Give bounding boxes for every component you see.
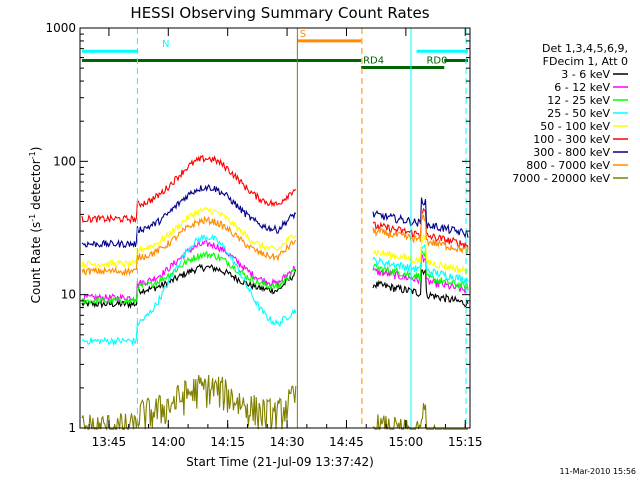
footer-timestamp: 11-Mar-2010 15:56	[560, 467, 637, 476]
x-tick-label-2: 14:15	[210, 435, 245, 449]
x-tick-label-5: 15:00	[389, 435, 424, 449]
y-tick-label-3: 1000	[45, 21, 76, 35]
y-axis-label-mid: detector	[29, 159, 43, 214]
series-8	[81, 374, 468, 431]
legend-label-6: 300 - 800 keV	[533, 146, 610, 159]
legend-label-4: 50 - 100 keV	[540, 120, 610, 133]
series-3-segment-pre	[81, 233, 297, 347]
y-axis-label-sup-2: -1	[28, 151, 37, 159]
chart-title: HESSI Observing Summary Count Rates	[130, 4, 429, 22]
y-tick-label-1: 10	[61, 288, 76, 302]
legend-label-7: 800 - 7000 keV	[526, 159, 610, 172]
y-axis-label: Count Rate (s-1 detector-1)	[28, 147, 43, 304]
series-3-segment-post	[372, 244, 469, 285]
series-2	[81, 249, 469, 306]
flag-bar-label-4: RD4	[363, 56, 384, 67]
series-4-segment-post	[372, 234, 469, 276]
series-0-segment-post	[372, 269, 469, 308]
series-8-segment-post	[372, 403, 468, 431]
series-4-segment-pre	[81, 206, 297, 269]
legend-title-0: Det 1,3,4,5,6,9,	[542, 42, 628, 55]
flag-bar-label-0: N	[162, 39, 169, 50]
series-7-segment-post	[372, 212, 469, 254]
legend-label-2: 12 - 25 keV	[547, 94, 610, 107]
series-5-segment-pre	[81, 154, 297, 225]
legend-label-1: 6 - 12 keV	[554, 81, 610, 94]
series-4	[81, 206, 469, 276]
y-axis-label-sup-1: -1	[28, 214, 37, 222]
event-lines-layer	[136, 28, 467, 428]
series-7	[81, 212, 469, 277]
x-tick-label-0: 13:45	[92, 435, 127, 449]
series-6	[81, 183, 469, 249]
series-2-segment-pre	[81, 250, 296, 306]
axis-layer: 13:45 14:00 14:15 14:30 14:45 15:00 15:15 1 10 10…	[45, 21, 482, 449]
x-tick-label-4: 14:45	[329, 435, 364, 449]
legend-label-5: 100 - 300 keV	[533, 133, 610, 146]
legend-title-1: FDecim 1, Att 0	[543, 55, 628, 68]
plot-frame	[79, 27, 471, 429]
flag-bar-label-2: S	[300, 29, 306, 40]
series-8-segment-pre	[81, 374, 297, 431]
y-axis-label-start: Count Rate (s	[29, 222, 43, 304]
series-layer	[81, 154, 469, 431]
y-axis-label-end: )	[29, 147, 43, 152]
x-tick-label-6: 15:15	[448, 435, 483, 449]
x-tick-label-3: 14:30	[270, 435, 305, 449]
series-7-segment-pre	[81, 215, 297, 277]
x-axis-label: Start Time (21-Jul-09 13:37:42)	[186, 455, 374, 469]
y-tick-label-2: 100	[53, 154, 76, 168]
series-2-segment-post	[372, 249, 469, 291]
legend-label-0: 3 - 6 keV	[561, 68, 610, 81]
legend-label-8: 7000 - 20000 keV	[512, 172, 610, 185]
series-6-segment-pre	[81, 183, 297, 249]
series-3	[81, 233, 469, 347]
flag-bars-layer: N S RD4 RD0	[81, 29, 469, 70]
legend: Det 1,3,4,5,6,9,FDecim 1, Att 03 - 6 keV…	[512, 42, 628, 185]
legend-label-3: 25 - 50 keV	[547, 107, 610, 120]
flag-bar-label-5: RD0	[426, 56, 447, 67]
x-tick-label-1: 14:00	[151, 435, 186, 449]
y-tick-label-0: 1	[68, 421, 76, 435]
series-6-segment-post	[372, 197, 469, 239]
